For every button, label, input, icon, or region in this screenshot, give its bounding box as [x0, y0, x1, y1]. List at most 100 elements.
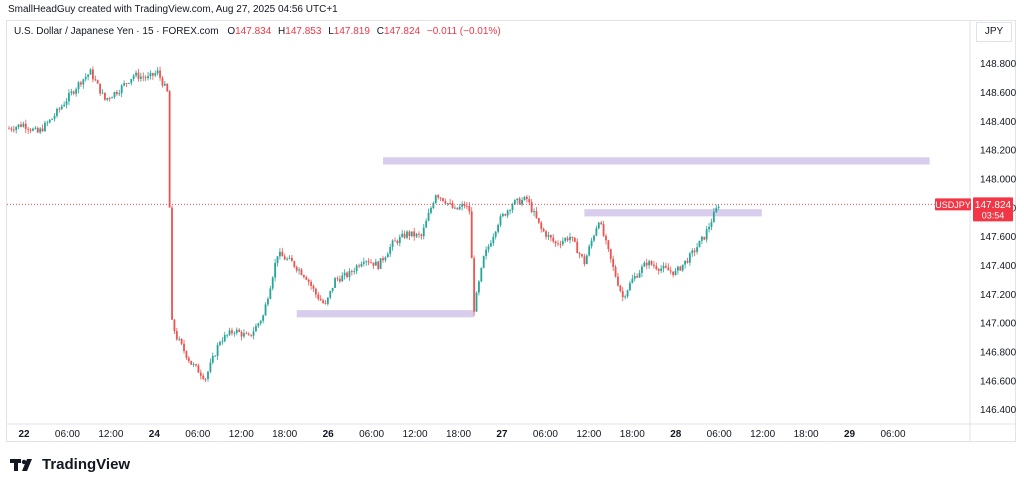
- candle-body[interactable]: [60, 106, 63, 110]
- candle-body[interactable]: [602, 224, 605, 236]
- candle-body[interactable]: [367, 261, 370, 263]
- candle-body[interactable]: [48, 119, 51, 123]
- candle-body[interactable]: [156, 70, 159, 74]
- candle-body[interactable]: [499, 216, 502, 225]
- candle-body[interactable]: [439, 197, 442, 199]
- candle-body[interactable]: [569, 236, 571, 241]
- candle-body[interactable]: [564, 238, 567, 241]
- candle-body[interactable]: [264, 304, 267, 316]
- candle-body[interactable]: [34, 127, 37, 129]
- candle-body[interactable]: [96, 80, 99, 84]
- candle-body[interactable]: [458, 206, 461, 210]
- candle-body[interactable]: [600, 222, 603, 225]
- candle-body[interactable]: [684, 260, 687, 265]
- candle-body[interactable]: [259, 320, 262, 324]
- candle-body[interactable]: [581, 254, 583, 257]
- candle-body[interactable]: [168, 91, 171, 208]
- candle-body[interactable]: [578, 253, 581, 255]
- candle-body[interactable]: [468, 205, 471, 212]
- candle-body[interactable]: [324, 302, 327, 304]
- candle-body[interactable]: [660, 268, 663, 271]
- candle-body[interactable]: [648, 261, 651, 266]
- candle-body[interactable]: [192, 364, 195, 365]
- candle-body[interactable]: [279, 251, 281, 257]
- candle-body[interactable]: [717, 206, 720, 208]
- candle-body[interactable]: [235, 329, 238, 334]
- candle-body[interactable]: [77, 82, 80, 90]
- candle-body[interactable]: [552, 237, 555, 242]
- candle-body[interactable]: [348, 271, 351, 277]
- candle-body[interactable]: [329, 290, 332, 298]
- candle-body[interactable]: [147, 75, 149, 79]
- candle-body[interactable]: [422, 227, 425, 237]
- candle-body[interactable]: [341, 275, 344, 282]
- candle-body[interactable]: [398, 236, 401, 244]
- candle-body[interactable]: [92, 69, 94, 80]
- candle-body[interactable]: [163, 83, 166, 86]
- candle-body[interactable]: [173, 319, 176, 332]
- candle-body[interactable]: [65, 101, 68, 105]
- candle-body[interactable]: [374, 261, 377, 266]
- candle-body[interactable]: [84, 76, 87, 80]
- candle-body[interactable]: [449, 203, 452, 204]
- candle-body[interactable]: [523, 196, 526, 200]
- candle-body[interactable]: [593, 235, 595, 241]
- candle-body[interactable]: [221, 341, 224, 343]
- candle-body[interactable]: [425, 220, 428, 228]
- candle-body[interactable]: [247, 333, 250, 335]
- candle-body[interactable]: [132, 75, 135, 79]
- candle-body[interactable]: [612, 258, 615, 268]
- candle-body[interactable]: [346, 272, 348, 277]
- candle-body[interactable]: [715, 207, 718, 213]
- candle-body[interactable]: [202, 375, 205, 379]
- candle-body[interactable]: [480, 267, 483, 282]
- candle-body[interactable]: [386, 253, 389, 258]
- candle-body[interactable]: [317, 294, 320, 299]
- candle-body[interactable]: [485, 249, 488, 257]
- candle-body[interactable]: [605, 235, 607, 241]
- candle-body[interactable]: [461, 204, 464, 207]
- candle-body[interactable]: [710, 222, 713, 227]
- candle-body[interactable]: [554, 241, 557, 244]
- candle-body[interactable]: [653, 264, 655, 266]
- candle-body[interactable]: [454, 207, 456, 209]
- candle-body[interactable]: [669, 270, 672, 272]
- candle-body[interactable]: [63, 104, 66, 107]
- candle-body[interactable]: [350, 271, 353, 273]
- candle-body[interactable]: [8, 128, 10, 130]
- candle-body[interactable]: [216, 345, 219, 356]
- supply-demand-zone[interactable]: [383, 157, 930, 165]
- candle-body[interactable]: [127, 82, 130, 84]
- candle-body[interactable]: [20, 124, 22, 127]
- candle-body[interactable]: [274, 263, 277, 278]
- candle-body[interactable]: [295, 266, 298, 271]
- candle-body[interactable]: [262, 315, 265, 321]
- candle-body[interactable]: [233, 333, 236, 334]
- candle-body[interactable]: [310, 281, 312, 286]
- candle-body[interactable]: [39, 128, 42, 133]
- candle-body[interactable]: [185, 351, 188, 358]
- candle-body[interactable]: [154, 73, 157, 76]
- candle-body[interactable]: [679, 266, 682, 271]
- candle-body[interactable]: [540, 222, 543, 229]
- candle-body[interactable]: [142, 76, 145, 78]
- candle-body[interactable]: [72, 91, 75, 94]
- candle-body[interactable]: [46, 122, 49, 124]
- candle-body[interactable]: [377, 261, 380, 269]
- candle-body[interactable]: [489, 243, 492, 247]
- candle-body[interactable]: [180, 338, 183, 344]
- candle-body[interactable]: [80, 82, 82, 85]
- candle-body[interactable]: [106, 98, 109, 100]
- candle-body[interactable]: [372, 262, 375, 266]
- candle-body[interactable]: [53, 115, 56, 119]
- candle-body[interactable]: [617, 276, 619, 286]
- candle-body[interactable]: [451, 203, 454, 209]
- candle-body[interactable]: [432, 203, 435, 208]
- candle-body[interactable]: [545, 231, 547, 237]
- candle-body[interactable]: [290, 257, 293, 262]
- candle-body[interactable]: [207, 371, 209, 379]
- candle-body[interactable]: [475, 292, 478, 312]
- candle-body[interactable]: [238, 329, 241, 332]
- candle-body[interactable]: [595, 228, 598, 236]
